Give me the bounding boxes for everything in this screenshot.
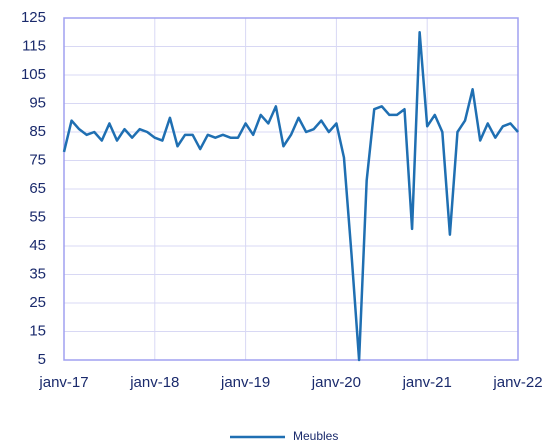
y-tick-label: 15 [29,322,46,339]
y-tick-label: 65 [29,180,46,197]
legend-label: Meubles [293,429,338,443]
y-tick-label: 125 [21,9,46,26]
y-tick-label: 25 [29,294,46,311]
x-tick-label: janv-21 [402,374,452,391]
x-tick-label: janv-20 [311,374,361,391]
x-tick-label: janv-17 [38,374,88,391]
y-tick-label: 45 [29,237,46,254]
y-tick-label: 105 [21,66,46,83]
x-tick-label: janv-19 [220,374,270,391]
y-tick-label: 75 [29,151,46,168]
y-tick-label: 95 [29,94,46,111]
x-tick-label: janv-22 [492,374,542,391]
y-tick-label: 85 [29,123,46,140]
data-line [62,31,519,362]
y-tick-label: 55 [29,208,46,225]
y-tick-label: 35 [29,265,46,282]
y-tick-label: 5 [38,351,46,368]
x-tick-label: janv-18 [129,374,179,391]
y-tick-label: 115 [22,37,46,54]
plot-border [63,17,519,361]
